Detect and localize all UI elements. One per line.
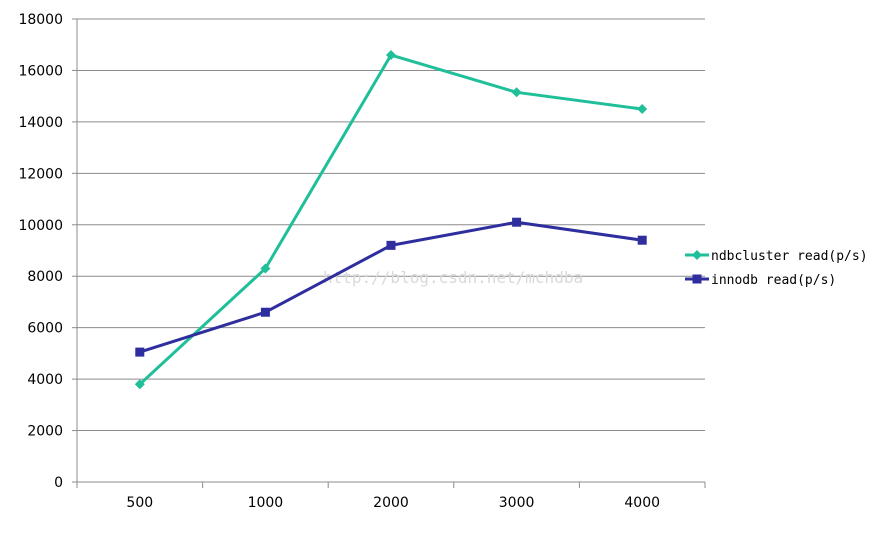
y-tick-label: 16000 (18, 63, 63, 79)
data-point (134, 379, 145, 390)
y-tick-label: 4000 (27, 372, 63, 388)
data-point (386, 50, 396, 61)
legend-label: innodb read(p/s) (711, 273, 836, 288)
data-point (511, 87, 522, 98)
y-tick-label: 0 (54, 475, 63, 491)
data-point (260, 307, 270, 317)
y-tick-label: 8000 (27, 269, 63, 285)
y-tick-label: 2000 (27, 424, 63, 440)
x-tick-label: 3000 (499, 495, 535, 511)
y-tick-label: 6000 (27, 321, 63, 337)
x-tick-label: 1000 (248, 495, 284, 511)
legend-marker (692, 274, 702, 284)
x-tick-label: 4000 (624, 495, 660, 511)
data-point (637, 235, 647, 245)
series-1 (135, 217, 647, 357)
data-point (386, 240, 396, 250)
y-tick-label: 18000 (18, 12, 63, 28)
data-point (637, 104, 648, 115)
axes: 0 2000 4000 6000 8000 10000 12000 14000 16000 180… (18, 12, 706, 511)
series-lines (134, 50, 648, 390)
legend-item: ndbcluster read(p/s) (685, 249, 868, 264)
y-tick-label: 14000 (18, 115, 63, 131)
legend-item: innodb read(p/s) (685, 273, 836, 288)
data-point (135, 347, 145, 357)
data-point (260, 263, 271, 274)
y-tick-label: 12000 (18, 166, 63, 182)
data-point (512, 217, 522, 227)
legend-marker (692, 250, 702, 260)
legend: ndbcluster read(p/s) innodb read(p/s) (685, 249, 868, 288)
series-0 (134, 50, 648, 390)
x-tick-label: 500 (126, 495, 153, 511)
y-tick-label: 10000 (18, 218, 63, 234)
watermark-text: http://blog.csdn.net/mchdba (323, 268, 583, 287)
gridlines (77, 18, 705, 432)
series-line (138, 53, 643, 386)
legend-label: ndbcluster read(p/s) (711, 249, 868, 264)
x-tick-label: 2000 (373, 495, 409, 511)
